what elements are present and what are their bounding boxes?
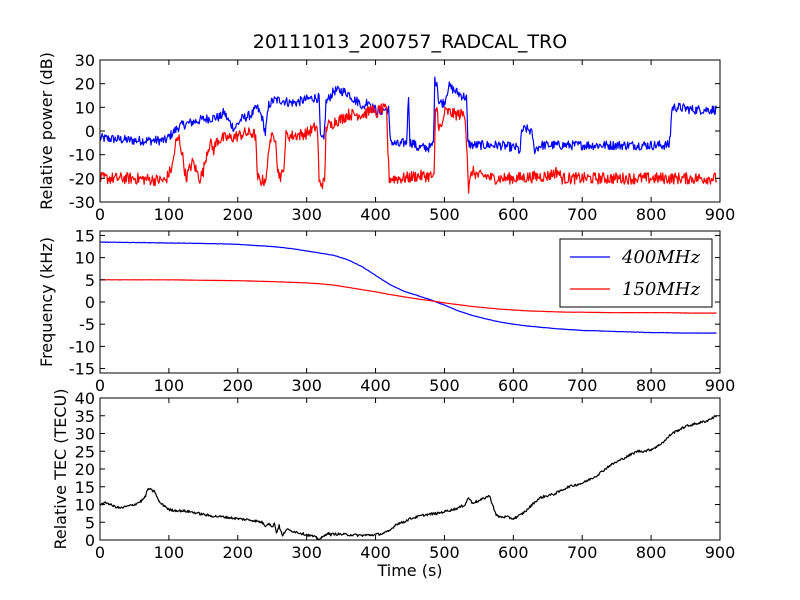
y-tick-label: -15 [69,360,95,379]
x-tick-label: 500 [429,205,460,224]
x-tick-label: 700 [567,543,598,562]
x-tick-label: 900 [705,376,736,395]
y-tick-label: 25 [75,442,95,461]
x-tick-label: 200 [223,205,254,224]
y-tick-label: 30 [75,425,95,444]
y-tick-label: -20 [69,169,95,188]
y-tick-label: 10 [75,249,95,268]
x-tick-label: 400 [360,376,391,395]
x-tick-label: 0 [95,543,105,562]
series-line-1 [100,76,718,155]
series-line-2 [100,103,718,194]
x-tick-label: 800 [636,376,667,395]
y-tick-label: 15 [75,226,95,245]
legend-label-150mhz: 150MHz [622,279,700,300]
y-tick-label: 20 [75,75,95,94]
y-tick-label: -10 [69,337,95,356]
series-line-1 [100,415,717,540]
x-tick-label: 300 [291,543,322,562]
series-group [100,415,717,540]
x-tick-label: 100 [154,543,185,562]
x-tick-label: 800 [636,205,667,224]
x-tick-label: 100 [154,205,185,224]
y-tick-label: 10 [75,496,95,515]
y-tick-label: 10 [75,98,95,117]
x-tick-label: 200 [223,376,254,395]
legend: 400MHz 150MHz [559,238,713,308]
panel-3: 0 100 200 300 400 500 600 700 800 900 051015202530… [51,389,735,581]
legend-label-400mhz: 400MHz [621,247,700,268]
x-tick-label: 0 [95,376,105,395]
x-tick-label: 800 [636,543,667,562]
x-tick-label: 600 [498,376,529,395]
x-tick-label: 500 [429,543,460,562]
x-tick-label: 100 [154,376,185,395]
x-tick-label: 0 [95,205,105,224]
x-tick-label: 700 [567,205,598,224]
y-tick-label: -10 [69,146,95,165]
y-tick-label: 35 [75,407,95,426]
series-group [100,76,718,194]
x-tick-label: 500 [429,376,460,395]
panel-2: 0 100 200 300 400 500 600 700 800 900 -15 -10 -5 0 5 10… [37,226,735,395]
chart-title: 20111013_200757_RADCAL_TRO [253,31,567,53]
y-tick-label: 5 [85,513,95,532]
y-axis-label: Relative power (dB) [37,52,56,210]
y-tick-label: 0 [85,122,95,141]
x-tick-label: 600 [498,205,529,224]
x-tick-label: 400 [360,543,391,562]
series-line-150mhz [100,279,717,314]
x-tick-label: 400 [360,205,391,224]
legend-box [559,238,713,308]
x-tick-label: 200 [223,543,254,562]
x-tick-label: 900 [705,205,736,224]
y-tick-label: 0 [85,531,95,550]
x-tick-label: 700 [567,376,598,395]
panel-1: 0 100 200 300 400 500 600 700 800 900 -30 -20 -10 0 10… [37,51,735,224]
y-axis-label: Frequency (kHz) [37,237,56,367]
series-group [100,241,717,334]
y-tick-label: 0 [85,293,95,312]
y-axis-label: Relative TEC (TECU) [51,389,70,550]
y-tick-label: -5 [79,315,95,334]
y-tick-label: 20 [75,460,95,479]
y-tick-label: 15 [75,478,95,497]
x-tick-label: 300 [291,205,322,224]
x-tick-label: 600 [498,543,529,562]
x-axis-label: Time (s) [376,561,442,580]
y-tick-label: -30 [69,193,95,212]
series-line-400mhz [100,241,717,334]
y-tick-label: 40 [75,389,95,408]
y-tick-label: 30 [75,51,95,70]
y-tick-label: 5 [85,271,95,290]
x-tick-label: 300 [291,376,322,395]
x-tick-label: 900 [705,543,736,562]
